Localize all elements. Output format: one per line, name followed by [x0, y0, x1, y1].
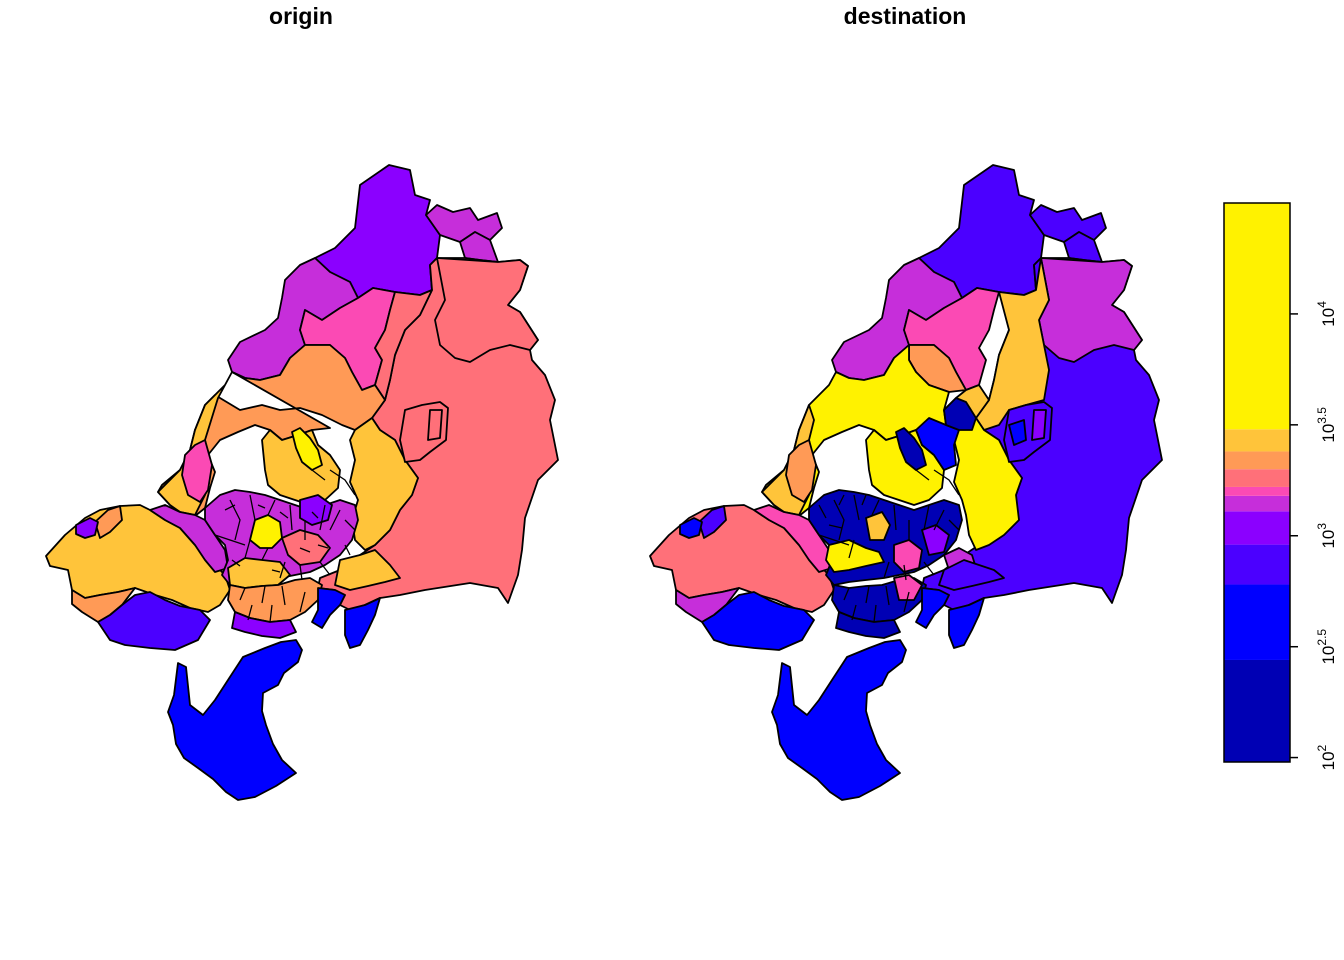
region-east-salmon-north	[1038, 257, 1143, 363]
legend-tick-base: 10	[1319, 751, 1338, 770]
region-south-west-indigo	[97, 591, 211, 651]
legend-tick-label-3: 103.5	[1315, 407, 1338, 443]
legend-band-0	[1224, 659, 1290, 762]
legend-band-3	[1224, 511, 1290, 545]
legend-band-5	[1224, 486, 1290, 496]
legend-band-6	[1224, 469, 1290, 487]
legend-frame	[1223, 202, 1291, 763]
region-east-central	[374, 289, 433, 401]
region-center-blue-1	[915, 417, 960, 471]
legend-band-9	[1224, 203, 1290, 430]
legend-tick-base: 10	[1319, 530, 1338, 549]
region-far-west-orange-2	[94, 505, 123, 539]
region-far-west-indigo	[698, 505, 727, 539]
legend-tick-base: 10	[1319, 308, 1338, 327]
region-ne-inlet-blue	[1008, 419, 1027, 446]
region-center-navy-2	[943, 397, 977, 431]
region-ne-inlet-inner	[1031, 409, 1047, 441]
region-south-east-blue-2	[344, 597, 381, 649]
legend-tick-label-4: 104	[1315, 301, 1338, 327]
legend-tick-exponent: 3	[1315, 523, 1329, 530]
legend-band-1	[1224, 584, 1290, 660]
legend-color-bands	[1224, 203, 1290, 762]
destination-panel-title: destination	[844, 3, 967, 29]
region-borders-dots	[224, 504, 351, 573]
region-cluster-yellow-2	[249, 514, 283, 549]
legend-tick-label-1: 102.5	[1315, 629, 1338, 665]
legend-band-4	[1224, 495, 1290, 512]
legend-band-2	[1224, 544, 1290, 585]
region-south-detached	[167, 639, 303, 801]
region-cluster-violet	[921, 524, 950, 556]
legend-tick-base: 10	[1319, 646, 1338, 665]
region-east-strip	[938, 559, 1005, 591]
region-south-east-blue-2	[948, 597, 985, 649]
region-west-magenta	[149, 504, 229, 573]
legend-tick-base: 10	[1319, 424, 1338, 443]
region-borders-center	[818, 469, 960, 623]
region-center-gold	[261, 429, 341, 506]
region-south-detached	[771, 639, 907, 801]
legend-tick-exponent: 4	[1315, 301, 1329, 308]
legend-tick-label-2: 103	[1315, 523, 1338, 549]
destination-map-panel: destination	[649, 3, 1163, 801]
region-north-east-small	[425, 204, 503, 243]
region-south-pink	[893, 574, 923, 601]
region-center-navy-1	[895, 427, 927, 471]
region-cluster-salmon	[281, 529, 331, 566]
region-south-east-blue	[915, 587, 950, 629]
region-south-west-blue	[701, 591, 815, 651]
region-borders-center	[214, 469, 356, 623]
region-small-violet-west	[75, 517, 99, 539]
region-east-gold-strip	[334, 549, 401, 591]
region-south-east-blue	[311, 587, 346, 629]
legend-band-7	[1224, 451, 1290, 470]
legend-tick-exponent: 3.5	[1315, 407, 1329, 424]
legend-band-8	[1224, 429, 1290, 452]
region-center-yellow-1	[291, 427, 323, 471]
legend-tick-exponent: 2	[1315, 744, 1329, 751]
region-cluster-violet	[299, 494, 333, 526]
origin-map-panel: origin	[45, 3, 559, 801]
region-cluster-yellow	[825, 539, 885, 573]
region-west-pink	[181, 439, 213, 503]
region-west-pink	[785, 439, 817, 503]
region-center-yellow-2	[865, 429, 945, 506]
region-ne-inlet-inner	[427, 409, 443, 441]
region-small-blue-west	[679, 517, 703, 539]
region-east-salmon-north	[434, 257, 539, 363]
region-cluster-gold	[865, 511, 891, 541]
region-north-east-small	[1029, 204, 1107, 243]
origin-panel-title: origin	[269, 3, 333, 29]
legend-tick-label-0: 102	[1315, 744, 1338, 770]
legend-tick-exponent: 2.5	[1315, 629, 1329, 646]
